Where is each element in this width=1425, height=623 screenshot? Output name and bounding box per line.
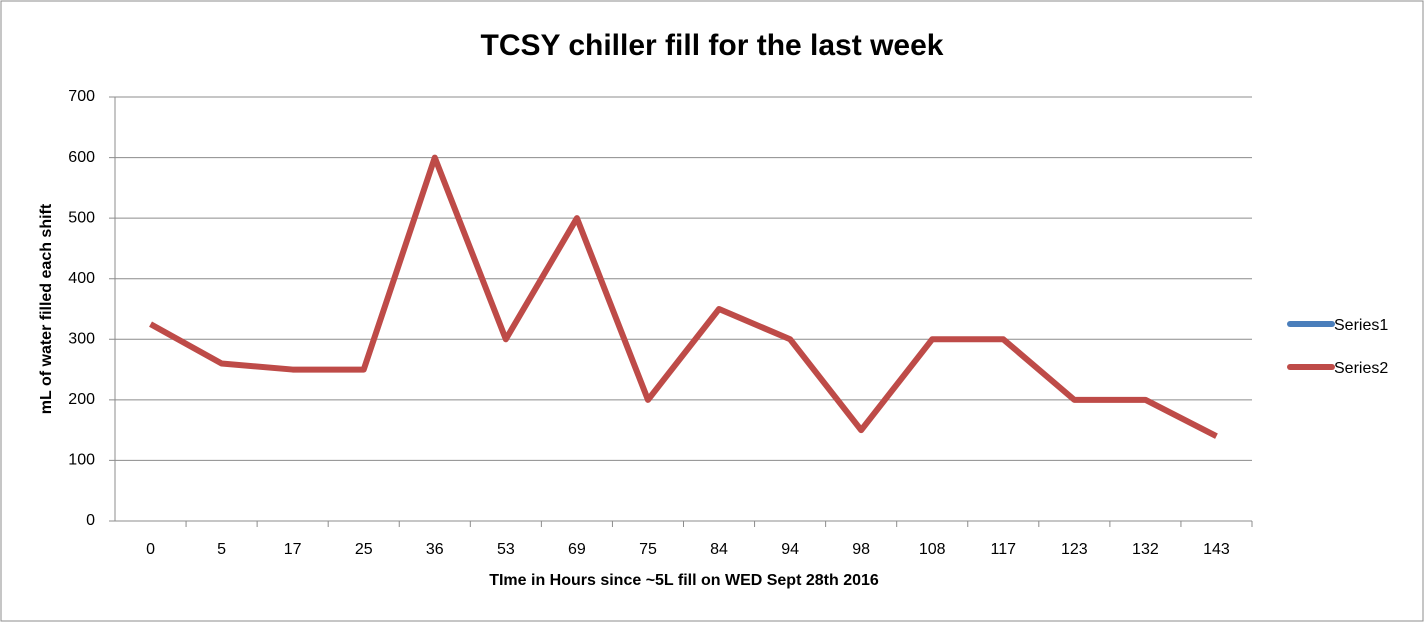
y-tick-label: 300 (68, 331, 95, 348)
y-tick-label: 0 (86, 512, 95, 529)
x-tick-label: 17 (284, 541, 302, 558)
x-tick-label: 123 (1061, 541, 1088, 558)
x-tick-label: 69 (568, 541, 586, 558)
legend-label: Series2 (1334, 360, 1388, 377)
x-tick-label: 36 (426, 541, 444, 558)
x-tick-label: 98 (852, 541, 870, 558)
x-tick-label: 94 (781, 541, 799, 558)
x-tick-label: 117 (991, 541, 1017, 558)
y-tick-label: 600 (68, 149, 95, 166)
series-line (149, 154, 1218, 439)
y-tick-label: 100 (68, 452, 95, 469)
x-tick-label: 132 (1132, 541, 1159, 558)
x-tick-label: 84 (710, 541, 728, 558)
x-tick-label: 75 (639, 541, 657, 558)
x-tick-label: 53 (497, 541, 515, 558)
y-tick-label: 500 (68, 209, 95, 226)
y-tick-label: 700 (68, 88, 95, 105)
chart-title: TCSY chiller fill for the last week (481, 29, 944, 62)
x-tick-label: 0 (146, 541, 155, 558)
y-axis-title: mL of water filled each shift (38, 203, 55, 414)
x-tick-label: 143 (1203, 541, 1230, 558)
x-tick-label: 25 (355, 541, 373, 558)
y-tick-label: 400 (68, 270, 95, 287)
x-tick-label: 5 (217, 541, 226, 558)
x-tick-label: 108 (919, 541, 946, 558)
legend-label: Series1 (1334, 317, 1388, 334)
y-tick-label: 200 (68, 391, 95, 408)
x-axis-title: TIme in Hours since ~5L fill on WED Sept… (489, 572, 879, 589)
